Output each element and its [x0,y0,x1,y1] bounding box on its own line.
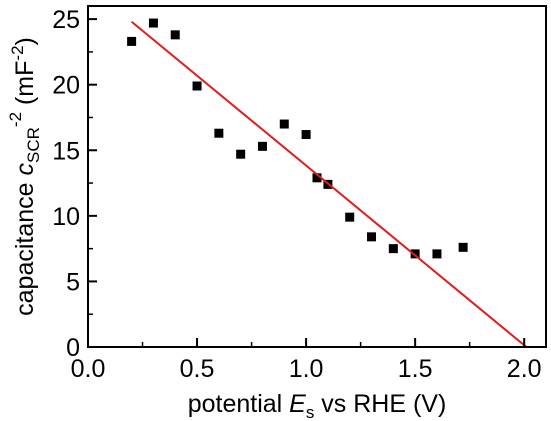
data-point [257,141,267,151]
data-point [410,249,420,259]
data-point [236,149,246,159]
x-tick-label: 0.5 [180,355,215,383]
data-point [148,18,158,28]
data-point [214,128,224,138]
data-point [345,212,355,222]
data-point [301,130,311,140]
y-tick-label: 0 [66,334,80,362]
data-point [312,173,322,183]
x-tick-label: 1.0 [289,355,324,383]
data-point [127,36,137,46]
y-axis-title: capacitance cSCR-2 (mF-2) [6,37,43,316]
data-point [170,30,180,40]
tick-labels: 0.0 0.5 1.0 1.5 2.0 0 5 10 15 20 25 [52,6,541,383]
plot-area [127,18,528,348]
x-axis-title: potential Es vs RHE (V) [188,390,447,421]
data-point [367,232,377,242]
data-point [458,242,468,252]
y-tick-label: 5 [66,268,80,296]
y-tick-label: 20 [52,72,80,100]
y-tick-label: 15 [52,137,80,165]
y-tick-label: 10 [52,203,80,231]
x-tick-label: 2.0 [507,355,542,383]
tick-marks [87,18,526,348]
linear-fit-line [130,20,528,348]
data-point [192,81,202,91]
data-point [279,119,289,129]
y-tick-label: 25 [52,6,80,34]
x-tick-label: 1.5 [398,355,433,383]
plot-frame [87,5,547,348]
data-point [388,244,398,254]
x-tick-label: 0.0 [71,355,106,383]
data-point [432,249,442,259]
